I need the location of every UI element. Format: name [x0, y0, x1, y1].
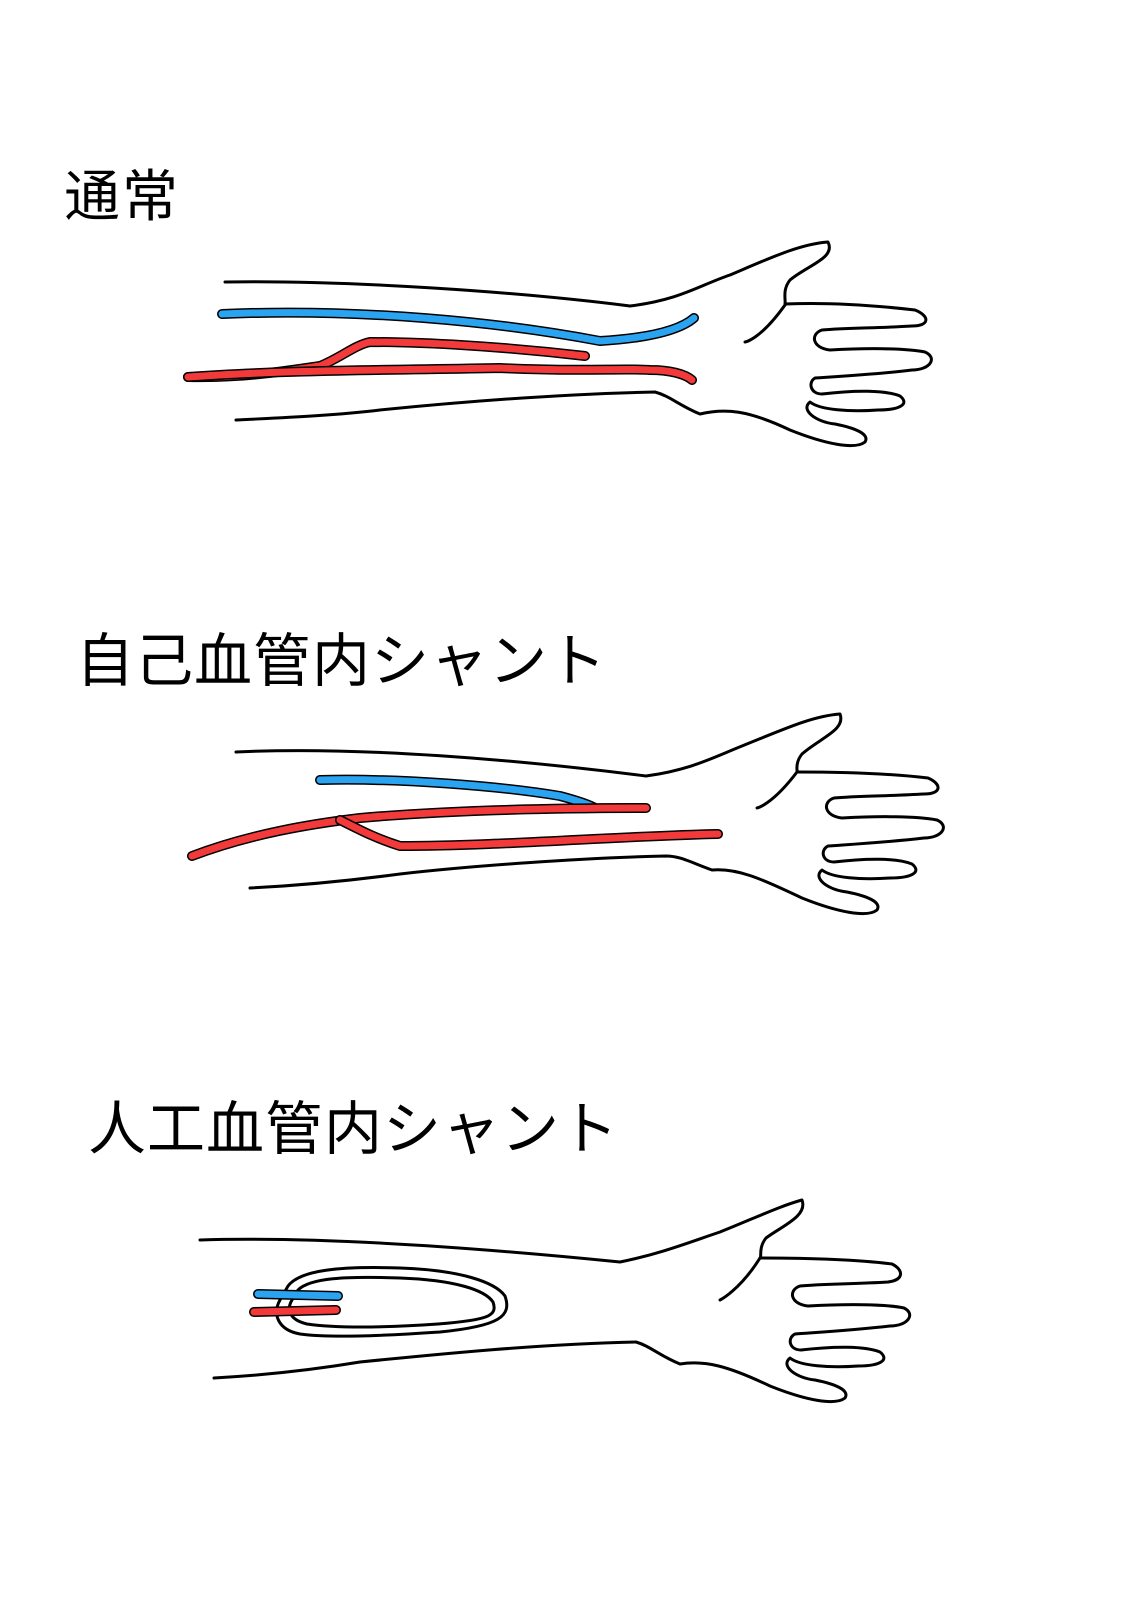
graft-loop — [275, 1266, 509, 1338]
anastomosis-artery — [188, 804, 650, 860]
graft-shunt-arm-diagram — [198, 1198, 912, 1404]
vessels — [183, 307, 699, 385]
vein — [316, 776, 599, 812]
vein — [254, 1290, 342, 1300]
normal-label: 通常 — [64, 165, 180, 230]
graft-shunt-label: 人工血管内シャント — [88, 1095, 620, 1163]
artery — [336, 816, 722, 850]
arm-outline — [234, 712, 945, 916]
artery — [250, 1306, 340, 1316]
native-shunt-label: 自己血管内シャント — [76, 627, 608, 695]
vein — [218, 309, 698, 345]
vessels — [187, 774, 723, 861]
arm-outline — [198, 1198, 912, 1404]
vessels — [249, 1289, 343, 1317]
arm-outline — [223, 240, 933, 448]
native-shunt-arm-diagram — [187, 712, 945, 916]
artery — [184, 364, 696, 384]
normal-arm-diagram — [183, 240, 933, 448]
